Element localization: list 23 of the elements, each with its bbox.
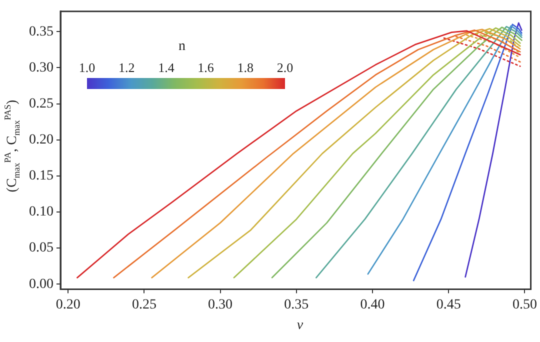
y-tick-label: 0.35 bbox=[29, 24, 54, 40]
y-tick-label: 0.10 bbox=[29, 204, 54, 220]
y-tick-label: 0.30 bbox=[29, 60, 54, 76]
legend-title: n bbox=[178, 39, 186, 55]
y-tick-label: 0.15 bbox=[29, 168, 54, 184]
x-tick-label: 0.30 bbox=[208, 297, 233, 312]
y-tick-label: 0.05 bbox=[29, 240, 54, 256]
x-tick-label: 0.35 bbox=[284, 297, 309, 312]
x-tick-label: 0.45 bbox=[436, 297, 461, 312]
annotation: 1.4 bbox=[158, 60, 174, 76]
x-tick-label: 0.40 bbox=[360, 297, 385, 312]
annotation: 1.8 bbox=[237, 60, 254, 76]
y-tick-label: 0.20 bbox=[29, 132, 54, 148]
annotation: 1.0 bbox=[78, 60, 96, 76]
x-tick-label: 0.50 bbox=[512, 297, 537, 312]
y-tick-label: 0.25 bbox=[29, 96, 54, 112]
x-tick-label: 0.25 bbox=[132, 297, 156, 312]
annotation: 2.0 bbox=[276, 60, 294, 76]
y-tick-label: 0.00 bbox=[29, 276, 54, 292]
annotation: 1.2 bbox=[118, 60, 135, 76]
x-axis-title: ν bbox=[296, 318, 304, 334]
x-tick-label: 0.20 bbox=[56, 297, 80, 312]
annotation: 1.6 bbox=[198, 60, 214, 76]
